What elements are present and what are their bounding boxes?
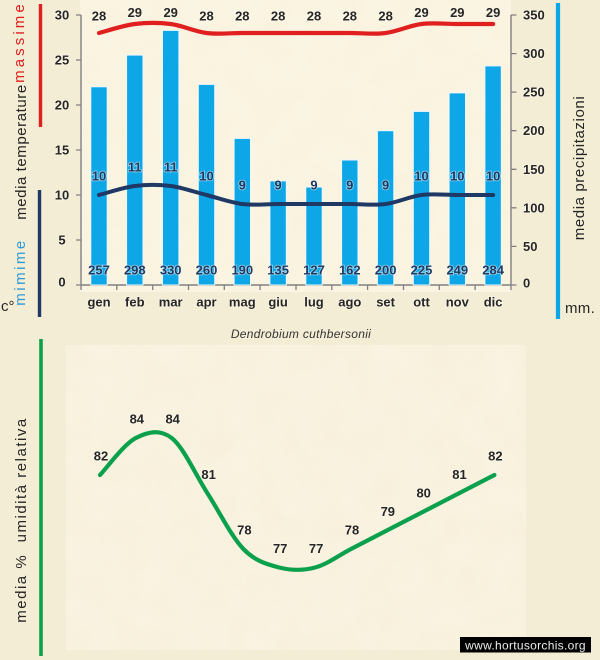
svg-text:81: 81 [201, 467, 215, 482]
svg-text:10: 10 [450, 169, 464, 184]
svg-text:Dendrobium cuthbersonii: Dendrobium cuthbersonii [231, 327, 371, 341]
svg-text:set: set [376, 295, 395, 310]
svg-text:20: 20 [55, 98, 69, 113]
svg-text:11: 11 [128, 160, 142, 175]
svg-text:28: 28 [378, 9, 392, 24]
svg-text:249: 249 [446, 263, 468, 278]
svg-text:9: 9 [382, 178, 389, 193]
svg-text:10: 10 [486, 169, 500, 184]
svg-text:dic: dic [484, 295, 503, 310]
svg-text:c°: c° [1, 298, 15, 315]
svg-text:28: 28 [343, 9, 357, 24]
svg-text:gen: gen [87, 295, 110, 310]
svg-text:5: 5 [58, 233, 65, 248]
svg-text:28: 28 [199, 9, 213, 24]
svg-text:77: 77 [273, 541, 287, 556]
svg-text:mar: mar [159, 295, 183, 310]
svg-text:mm.: mm. [565, 300, 595, 317]
svg-text:0: 0 [58, 275, 65, 290]
svg-text:28: 28 [92, 9, 106, 24]
svg-text:250: 250 [523, 85, 545, 100]
svg-text:257: 257 [88, 263, 110, 278]
svg-text:mag: mag [229, 295, 256, 310]
svg-text:29: 29 [450, 5, 464, 20]
svg-text:ago: ago [338, 295, 361, 310]
svg-text:190: 190 [231, 263, 253, 278]
svg-text:9: 9 [239, 178, 246, 193]
svg-text:200: 200 [375, 263, 397, 278]
svg-text:200: 200 [523, 123, 545, 138]
svg-text:284: 284 [482, 263, 504, 278]
svg-text:28: 28 [271, 9, 285, 24]
svg-text:225: 225 [411, 263, 433, 278]
svg-text:78: 78 [237, 523, 251, 538]
svg-text:77: 77 [309, 541, 323, 556]
svg-text:25: 25 [55, 53, 69, 68]
svg-text:media precipitazioni: media precipitazioni [571, 96, 588, 241]
svg-text:135: 135 [267, 263, 289, 278]
svg-text:29: 29 [486, 5, 500, 20]
svg-text:84: 84 [165, 412, 180, 427]
svg-text:298: 298 [124, 263, 146, 278]
svg-text:330: 330 [160, 263, 182, 278]
svg-text:apr: apr [196, 295, 216, 310]
svg-text:ott: ott [413, 295, 430, 310]
svg-text:media % umidità relativa: media % umidità relativa [13, 417, 30, 623]
svg-text:29: 29 [163, 5, 177, 20]
svg-text:350: 350 [523, 8, 545, 23]
svg-text:10: 10 [199, 169, 213, 184]
svg-text:media temperature: media temperature [13, 84, 30, 220]
svg-text:29: 29 [128, 5, 142, 20]
svg-text:79: 79 [381, 504, 395, 519]
svg-text:9: 9 [274, 178, 281, 193]
svg-text:10: 10 [92, 169, 106, 184]
svg-text:9: 9 [346, 178, 353, 193]
svg-text:9: 9 [310, 178, 317, 193]
svg-text:260: 260 [196, 263, 218, 278]
svg-text:150: 150 [523, 162, 545, 177]
svg-text:0: 0 [523, 276, 530, 291]
svg-text:50: 50 [523, 239, 537, 254]
svg-text:feb: feb [125, 295, 145, 310]
svg-text:nov: nov [446, 295, 470, 310]
svg-text:lug: lug [304, 295, 324, 310]
svg-text:300: 300 [523, 46, 545, 61]
svg-text:127: 127 [303, 263, 325, 278]
svg-text:www.hortusorchis.org: www.hortusorchis.org [464, 639, 586, 653]
svg-text:29: 29 [414, 5, 428, 20]
svg-text:10: 10 [55, 188, 69, 203]
svg-text:84: 84 [130, 412, 145, 427]
svg-text:80: 80 [416, 486, 430, 501]
svg-text:28: 28 [307, 9, 321, 24]
svg-text:11: 11 [164, 160, 178, 175]
svg-text:28: 28 [235, 9, 249, 24]
svg-text:15: 15 [55, 143, 69, 158]
svg-text:162: 162 [339, 263, 361, 278]
svg-text:10: 10 [414, 169, 428, 184]
svg-text:massime: massime [11, 1, 28, 83]
svg-text:78: 78 [345, 523, 359, 538]
svg-text:81: 81 [452, 467, 466, 482]
svg-text:100: 100 [523, 200, 545, 215]
svg-text:30: 30 [55, 8, 69, 23]
svg-text:mimime: mimime [12, 238, 29, 306]
svg-text:82: 82 [94, 449, 108, 464]
svg-text:giu: giu [268, 295, 288, 310]
svg-text:82: 82 [488, 449, 502, 464]
